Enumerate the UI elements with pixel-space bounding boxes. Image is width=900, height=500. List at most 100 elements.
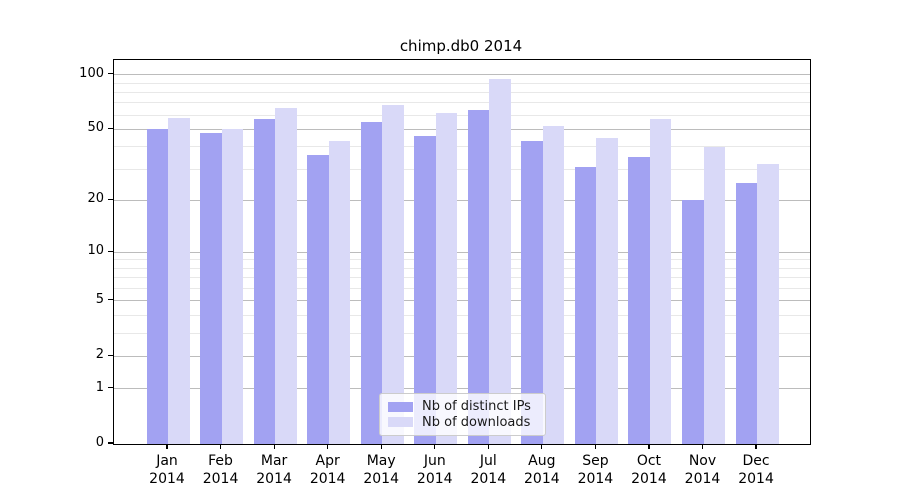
x-tick-label: Mar 2014 xyxy=(242,452,306,488)
y-tick-mark xyxy=(108,442,113,444)
bar-downloads-jan xyxy=(168,117,190,444)
x-tick-label-month: Jul xyxy=(479,453,497,469)
x-tick-mark xyxy=(219,444,222,449)
x-tick-label-year: 2014 xyxy=(631,471,667,487)
y-tick-mark xyxy=(108,198,113,201)
x-tick-label-year: 2014 xyxy=(363,471,399,487)
gridline-minor xyxy=(114,91,810,93)
x-tick-label-year: 2014 xyxy=(256,471,292,487)
x-tick-label-month: Nov xyxy=(688,453,717,469)
x-tick-mark xyxy=(487,444,489,449)
bar-distinct-ips-jun xyxy=(414,135,436,444)
gridline-minor xyxy=(114,102,810,104)
x-tick-mark xyxy=(166,444,168,449)
y-tick-label: 0 xyxy=(95,435,104,450)
legend-label-downloads: Nb of downloads xyxy=(422,414,531,430)
x-tick-label: Dec 2014 xyxy=(724,452,788,488)
y-tick-mark xyxy=(108,250,113,252)
x-tick-label-month: May xyxy=(366,453,396,469)
bar-downloads-aug xyxy=(542,126,565,444)
legend-item-downloads: Nb of downloads xyxy=(388,415,537,430)
gridline-major xyxy=(114,251,810,253)
gridline-minor xyxy=(114,314,810,316)
gridline-major xyxy=(114,74,810,76)
x-tick-mark xyxy=(327,444,329,449)
y-tick-label: 1 xyxy=(95,379,104,395)
bar-distinct-ips-sep xyxy=(574,166,597,444)
gridline-major xyxy=(114,300,810,302)
gridline-minor xyxy=(114,267,810,269)
x-tick-label-month: Feb xyxy=(208,453,233,469)
bar-downloads-nov xyxy=(703,146,725,444)
bar-downloads-mar xyxy=(275,107,297,444)
x-tick-label: Jun 2014 xyxy=(403,452,467,488)
x-tick-label-year: 2014 xyxy=(524,471,560,487)
x-tick-mark xyxy=(273,444,275,449)
bar-distinct-ips-jul xyxy=(467,110,490,444)
bar-distinct-ips-oct xyxy=(628,157,650,444)
bar-downloads-sep xyxy=(596,137,618,444)
gridline-minor xyxy=(114,114,810,116)
x-tick-mark xyxy=(541,444,543,449)
x-tick-label-year: 2014 xyxy=(149,471,185,487)
gridline-major xyxy=(114,355,810,357)
y-tick-label: 10 xyxy=(87,243,104,259)
x-tick-label-year: 2014 xyxy=(738,471,774,487)
x-tick-label-month: Oct xyxy=(636,453,662,469)
bar-distinct-ips-aug xyxy=(521,141,543,444)
x-tick-label-month: Apr xyxy=(315,453,340,469)
x-tick-label: May 2014 xyxy=(349,452,413,488)
bar-downloads-oct xyxy=(649,119,672,444)
gridline-minor xyxy=(114,146,810,148)
y-tick-label: 2 xyxy=(95,347,104,363)
y-tick-label: 20 xyxy=(87,191,104,207)
gridline-major xyxy=(114,388,810,390)
x-tick-label-year: 2014 xyxy=(416,471,453,487)
bar-downloads-feb xyxy=(221,129,244,444)
y-tick-mark xyxy=(108,127,113,130)
bar-distinct-ips-nov xyxy=(682,200,704,444)
y-tick-label: 5 xyxy=(95,291,104,307)
legend-swatch-distinct-ips xyxy=(388,401,413,412)
gridline-major xyxy=(114,128,810,130)
x-tick-label: Sep 2014 xyxy=(563,452,627,488)
x-tick-label-month: Jun xyxy=(423,453,446,469)
gridline-minor xyxy=(114,277,810,279)
y-tick-mark xyxy=(108,354,113,356)
x-tick-label-month: Aug xyxy=(528,453,556,469)
x-tick-label-month: Dec xyxy=(742,453,770,469)
x-tick-label-month: Jan xyxy=(156,453,178,469)
x-tick-label-year: 2014 xyxy=(470,471,507,487)
x-tick-mark xyxy=(755,444,757,449)
x-tick-mark xyxy=(380,444,382,449)
legend-swatch-downloads xyxy=(388,417,413,428)
legend: Nb of distinct IPs Nb of downloads xyxy=(379,393,546,436)
y-tick-mark xyxy=(108,73,113,75)
bar-distinct-ips-apr xyxy=(307,155,329,444)
bar-downloads-jun xyxy=(435,112,458,444)
bar-distinct-ips-may xyxy=(360,121,383,444)
x-tick-label: Jul 2014 xyxy=(456,452,520,488)
x-tick-mark xyxy=(594,444,596,449)
x-tick-mark xyxy=(701,444,704,449)
bar-distinct-ips-feb xyxy=(200,132,222,444)
gridline-minor xyxy=(114,287,810,289)
gridline-minor xyxy=(114,168,810,170)
x-tick-label: Apr 2014 xyxy=(296,452,360,488)
bar-downloads-may xyxy=(382,105,404,444)
bar-distinct-ips-jan xyxy=(146,129,168,444)
x-tick-label-year: 2014 xyxy=(577,471,614,487)
bar-downloads-jul xyxy=(489,78,511,444)
gridline-major xyxy=(114,199,810,201)
y-tick-mark xyxy=(108,299,113,301)
x-tick-label-month: Sep xyxy=(582,453,609,469)
x-tick-mark xyxy=(434,444,436,449)
x-tick-label: Nov 2014 xyxy=(671,452,735,488)
y-tick-label: 100 xyxy=(79,65,104,81)
y-tick-mark xyxy=(108,386,113,389)
x-tick-label: Oct 2014 xyxy=(617,452,681,488)
bar-distinct-ips-dec xyxy=(735,183,758,444)
bar-downloads-apr xyxy=(328,141,351,444)
legend-item-distinct-ips: Nb of distinct IPs xyxy=(388,399,537,414)
